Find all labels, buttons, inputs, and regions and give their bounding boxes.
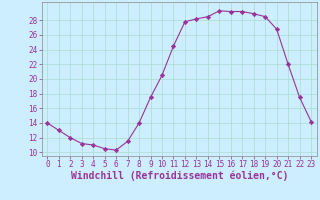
X-axis label: Windchill (Refroidissement éolien,°C): Windchill (Refroidissement éolien,°C) [70,171,288,181]
